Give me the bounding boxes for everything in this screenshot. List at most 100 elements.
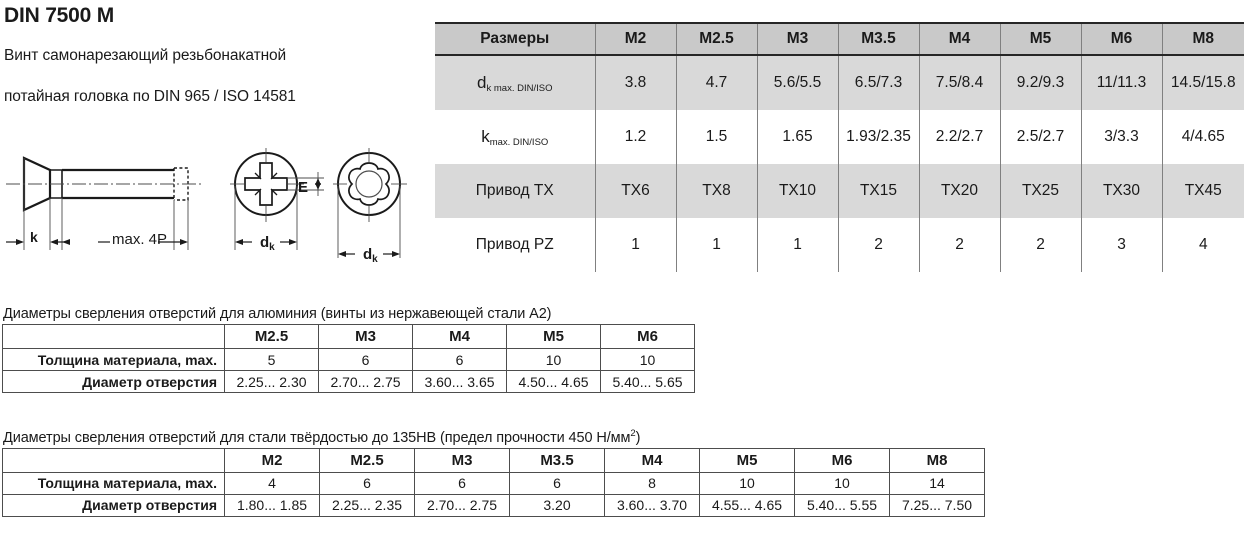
alu-header-m3: M3 — [318, 324, 413, 349]
aluminium-drilling-table: M2.5 M3 M4 M5 M6 Толщина материала, max.… — [2, 324, 695, 393]
table-row-dk: dk max. DIN/ISO 3.8 4.7 5.6/5.5 6.5/7.3 … — [435, 55, 1244, 110]
main-dimensions-table: Размеры M2 M2.5 M3 M3.5 M4 M5 M6 M8 dk m… — [435, 22, 1244, 273]
steel-hole-m35: 3.20 — [509, 493, 605, 517]
row-label-drive-pz: Привод PZ — [435, 218, 595, 273]
alu-thickness-m5: 10 — [506, 348, 601, 371]
aluminium-table-caption: Диаметры сверления отверстий для алюмини… — [3, 306, 552, 322]
alu-hole-m25: 2.25... 2.30 — [224, 370, 319, 393]
cell-tx-m3: TX10 — [756, 164, 838, 218]
alu-thickness-m6: 10 — [600, 348, 695, 371]
cell-tx-m35: TX15 — [837, 164, 919, 218]
cell-tx-m6: TX30 — [1080, 164, 1162, 218]
steel-header-m6: M6 — [794, 447, 890, 473]
steel-hole-m5: 4.55... 4.65 — [699, 493, 795, 517]
cell-pz-m6: 3 — [1080, 218, 1162, 273]
cell-tx-m2: TX6 — [594, 164, 676, 218]
steel-thickness-m8: 14 — [889, 471, 985, 495]
product-subtitle-line-1: Винт самонарезающий резьбонакатной — [4, 47, 287, 65]
cell-dk-m3: 5.6/5.5 — [756, 55, 838, 110]
header-size-m6: M6 — [1080, 22, 1162, 56]
screw-drawing-svg: k max. 4P E dk dk — [6, 148, 407, 265]
cell-tx-m5: TX25 — [999, 164, 1081, 218]
alu-hole-m6: 5.40... 5.65 — [600, 370, 695, 393]
label-dk-pozidriv: dk — [260, 234, 275, 253]
cell-dk-m6: 11/11.3 — [1080, 55, 1162, 110]
cell-k-m25: 1.5 — [675, 110, 757, 164]
alu-thickness-m4: 6 — [412, 348, 507, 371]
steel-thickness-m2: 4 — [224, 471, 320, 495]
steel-thickness-m35: 6 — [509, 471, 605, 495]
alu-row-thickness: Толщина материала, max. 5 6 6 10 10 — [2, 348, 695, 371]
header-size-m5: M5 — [999, 22, 1081, 56]
cell-pz-m35: 2 — [837, 218, 919, 273]
cell-dk-m35: 6.5/7.3 — [837, 55, 919, 110]
steel-header-m5: M5 — [699, 447, 795, 473]
steel-thickness-m5: 10 — [699, 471, 795, 495]
table-row-drive-tx: Привод TX TX6 TX8 TX10 TX15 TX20 TX25 TX… — [435, 164, 1244, 218]
alu-label-hole-diameter: Диаметр отверстия — [2, 370, 225, 393]
table-header-row: Размеры M2 M2.5 M3 M3.5 M4 M5 M6 M8 — [435, 22, 1244, 56]
header-size-m25: M2.5 — [675, 22, 757, 56]
table-row-k: kmax. DIN/ISO 1.2 1.5 1.65 1.93/2.35 2.2… — [435, 110, 1244, 164]
top-section: DIN 7500 M Винт самонарезающий резьбонак… — [0, 4, 1244, 286]
cell-dk-m5: 9.2/9.3 — [999, 55, 1081, 110]
cell-pz-m8: 4 — [1161, 218, 1244, 273]
label-k: k — [30, 229, 38, 245]
steel-hole-m3: 2.70... 2.75 — [414, 493, 510, 517]
cell-k-m8: 4/4.65 — [1161, 110, 1244, 164]
cell-k-m6: 3/3.3 — [1080, 110, 1162, 164]
steel-thickness-m3: 6 — [414, 471, 510, 495]
technical-drawing: k max. 4P E dk dk — [0, 146, 434, 286]
header-row-label: Размеры — [435, 22, 595, 56]
steel-drilling-section: Диаметры сверления отверстий для стали т… — [2, 428, 985, 517]
header-size-m35: M3.5 — [837, 22, 919, 56]
steel-hole-m4: 3.60... 3.70 — [604, 493, 700, 517]
steel-caption-pre: Диаметры сверления отверстий для стали т… — [3, 429, 631, 446]
header-size-m2: M2 — [594, 22, 676, 56]
alu-thickness-m25: 5 — [224, 348, 319, 371]
steel-label-thickness: Толщина материала, max. — [2, 471, 225, 495]
cell-dk-m2: 3.8 — [594, 55, 676, 110]
cell-dk-m4: 7.5/8.4 — [918, 55, 1000, 110]
side-view-group — [6, 156, 202, 212]
alu-row-hole-diameter: Диаметр отверстия 2.25... 2.30 2.70... 2… — [2, 370, 695, 393]
alu-header-m6: M6 — [600, 324, 695, 349]
steel-hole-m2: 1.80... 1.85 — [224, 493, 320, 517]
steel-header-m3: M3 — [414, 447, 510, 473]
alu-hole-m3: 2.70... 2.75 — [318, 370, 413, 393]
cell-pz-m2: 1 — [594, 218, 676, 273]
alu-hole-m5: 4.50... 4.65 — [506, 370, 601, 393]
torx-view-group — [333, 148, 407, 258]
pozidriv-view-group — [230, 148, 324, 250]
alu-thickness-m3: 6 — [318, 348, 413, 371]
cell-dk-m8: 14.5/15.8 — [1161, 55, 1244, 110]
label-dk-torx: dk — [363, 246, 378, 265]
alu-header-m4: M4 — [412, 324, 507, 349]
row-label-k: kmax. DIN/ISO — [481, 127, 549, 148]
label-max-4p: max. 4P — [112, 231, 167, 248]
cell-tx-m8: TX45 — [1161, 164, 1244, 218]
steel-hole-m25: 2.25... 2.35 — [319, 493, 415, 517]
header-size-m8: M8 — [1161, 22, 1244, 56]
cell-tx-m25: TX8 — [675, 164, 757, 218]
steel-header-m2: M2 — [224, 447, 320, 473]
steel-row-thickness: Толщина материала, max. 4 6 6 6 8 10 10 … — [2, 471, 985, 495]
cell-dk-m25: 4.7 — [675, 55, 757, 110]
cell-k-m35: 1.93/2.35 — [837, 110, 919, 164]
header-size-m3: M3 — [756, 22, 838, 56]
alu-header-m5: M5 — [506, 324, 601, 349]
steel-hole-m8: 7.25... 7.50 — [889, 493, 985, 517]
steel-thickness-m6: 10 — [794, 471, 890, 495]
steel-hole-m6: 5.40... 5.55 — [794, 493, 890, 517]
steel-thickness-m25: 6 — [319, 471, 415, 495]
steel-caption-post: ) — [635, 429, 641, 446]
row-label-dk: dk max. DIN/ISO — [435, 55, 595, 110]
cell-pz-m25: 1 — [675, 218, 757, 273]
label-e: E — [298, 179, 308, 196]
alu-label-thickness: Толщина материала, max. — [2, 348, 225, 371]
cell-k-m4: 2.2/2.7 — [918, 110, 1000, 164]
cell-k-m2: 1.2 — [594, 110, 676, 164]
steel-header-m35: M3.5 — [509, 447, 605, 473]
table-row-drive-pz: Привод PZ 1 1 1 2 2 2 3 4 — [435, 218, 1244, 273]
steel-caption-superscript: 2 — [630, 428, 636, 439]
